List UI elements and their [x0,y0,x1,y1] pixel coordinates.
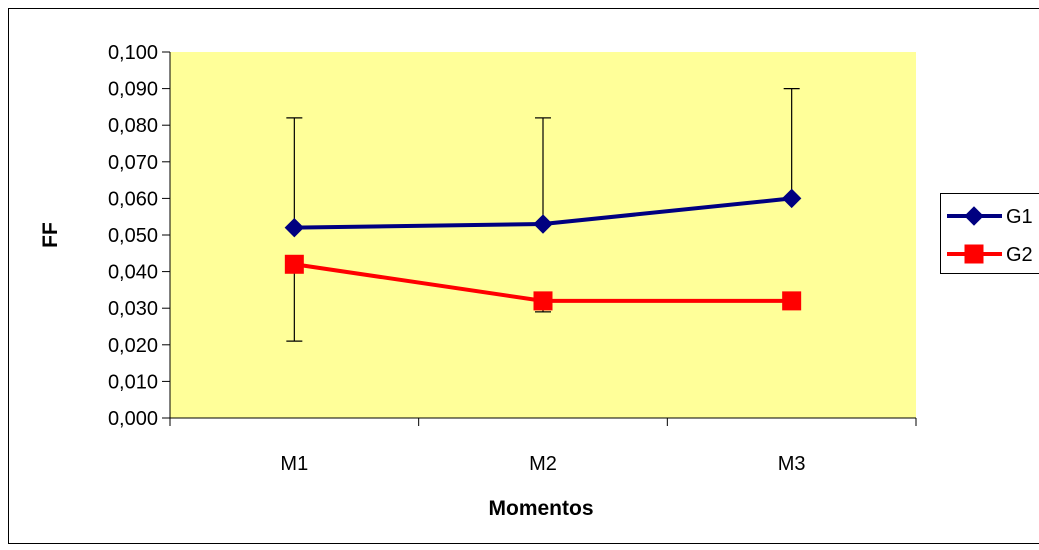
y-tick-label: 0,020 [108,335,158,357]
x-tick-label: M2 [529,453,557,475]
y-tick-label: 0,000 [108,408,158,430]
x-tick-label: M1 [280,453,308,475]
y-tick-label: 0,090 [108,79,158,101]
data-point-g2 [534,292,552,310]
legend-label-g2: G2 [1006,244,1033,266]
y-tick-label: 0,080 [108,115,158,137]
y-tick-label: 0,030 [108,298,158,320]
x-tick-label: M3 [778,453,806,475]
data-point-g2 [285,255,303,273]
y-axis-title: FF [39,222,62,248]
x-axis-title: Momentos [489,497,594,520]
y-tick-label: 0,070 [108,152,158,174]
y-tick-label: 0,040 [108,262,158,284]
plot-area [170,52,916,418]
data-point-g2 [783,292,801,310]
legend-marker-g2 [965,245,983,263]
y-tick-label: 0,100 [108,42,158,64]
y-tick-label: 0,060 [108,188,158,210]
legend-label-g1: G1 [1006,206,1033,228]
y-tick-label: 0,010 [108,371,158,393]
y-tick-label: 0,050 [108,225,158,247]
legend: G1 G2 [941,194,1039,274]
